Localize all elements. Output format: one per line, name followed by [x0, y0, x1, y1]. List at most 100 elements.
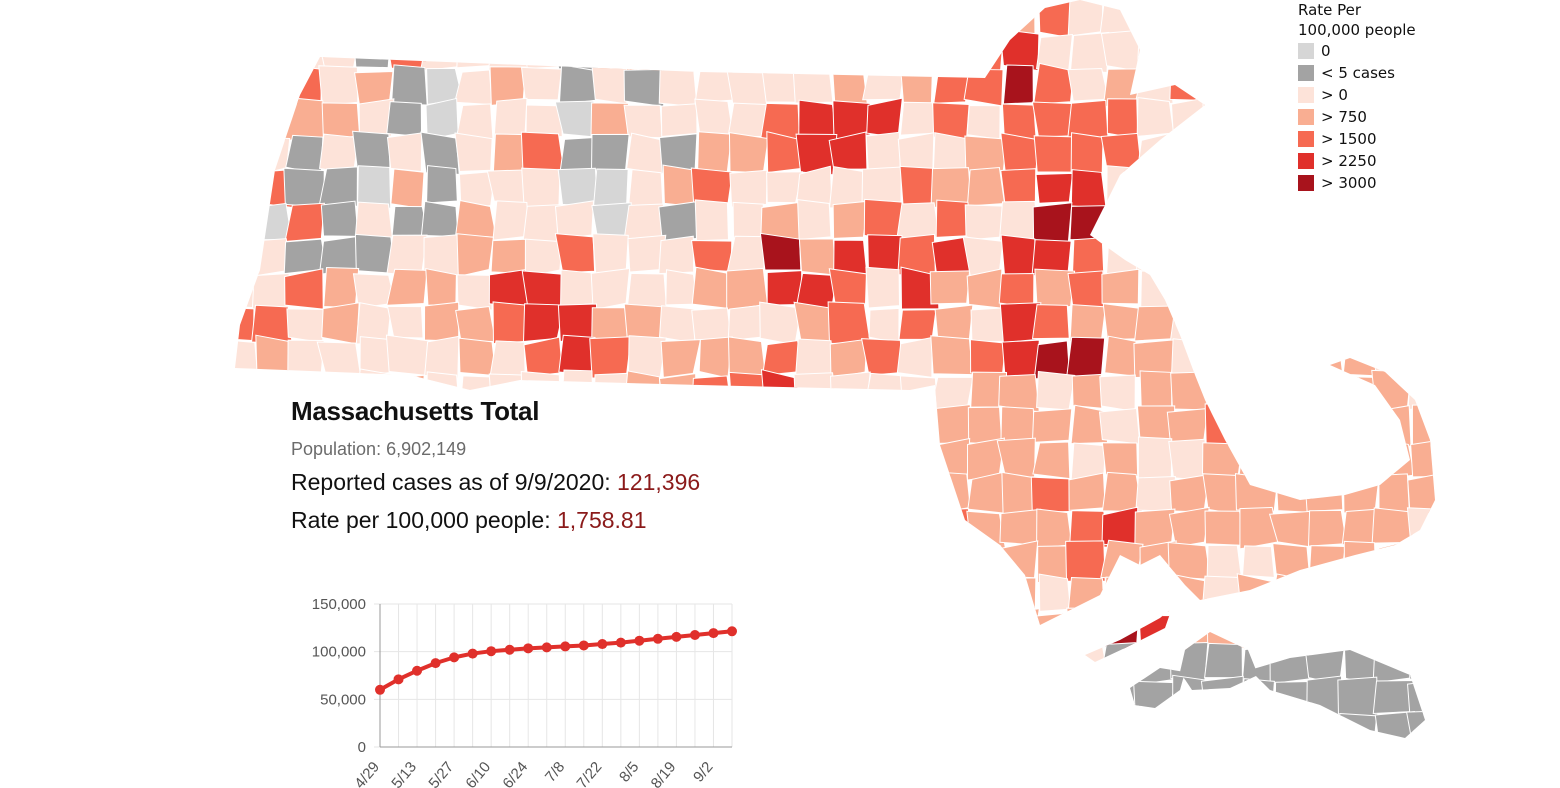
town-region[interactable] — [1341, 409, 1381, 448]
town-region[interactable] — [863, 31, 902, 71]
town-region[interactable] — [998, 374, 1040, 413]
town-region[interactable] — [1345, 203, 1381, 241]
town-region[interactable] — [1167, 233, 1211, 275]
town-region[interactable] — [792, 67, 834, 104]
town-region[interactable] — [1068, 472, 1106, 511]
town-region[interactable] — [967, 406, 1003, 445]
town-region[interactable] — [388, 0, 427, 34]
town-region[interactable] — [936, 29, 974, 73]
town-region[interactable] — [358, 98, 395, 137]
town-region[interactable] — [458, 170, 496, 210]
town-region[interactable] — [1065, 336, 1106, 379]
town-region[interactable] — [1303, 202, 1345, 240]
town-region[interactable] — [660, 103, 698, 138]
town-region[interactable] — [386, 132, 423, 173]
town-region[interactable] — [455, 103, 494, 142]
town-region[interactable] — [1135, 745, 1173, 786]
town-region[interactable] — [1306, 675, 1343, 719]
town-region[interactable] — [1137, 132, 1177, 173]
town-region[interactable] — [489, 340, 526, 379]
town-region[interactable] — [861, 437, 905, 478]
town-region[interactable] — [251, 748, 292, 785]
town-region[interactable] — [1000, 168, 1037, 205]
town-region[interactable] — [456, 274, 493, 311]
town-region[interactable] — [828, 677, 871, 718]
town-region[interactable] — [252, 100, 293, 141]
town-region[interactable] — [1443, 369, 1482, 408]
town-region[interactable] — [1104, 335, 1137, 377]
town-region[interactable] — [832, 200, 869, 239]
town-region[interactable] — [423, 301, 460, 342]
town-region[interactable] — [1169, 66, 1211, 101]
town-region[interactable] — [1236, 31, 1274, 71]
town-region[interactable] — [220, 370, 259, 409]
town-region[interactable] — [284, 202, 325, 243]
town-region[interactable] — [458, 337, 497, 377]
town-region[interactable] — [1202, 100, 1246, 142]
town-region[interactable] — [1443, 610, 1478, 648]
town-region[interactable] — [862, 543, 903, 584]
town-region[interactable] — [386, 268, 428, 306]
town-region[interactable] — [318, 65, 359, 107]
town-region[interactable] — [1002, 709, 1035, 751]
town-region[interactable] — [419, 34, 462, 72]
town-region[interactable] — [761, 678, 801, 714]
town-region[interactable] — [1033, 62, 1075, 105]
town-region[interactable] — [729, 473, 768, 512]
town-region[interactable] — [899, 101, 937, 136]
town-region[interactable] — [1405, 710, 1446, 751]
town-region[interactable] — [999, 302, 1042, 344]
town-region[interactable] — [1202, 63, 1245, 107]
town-region[interactable] — [385, 34, 428, 70]
town-region[interactable] — [1304, 717, 1345, 749]
town-region[interactable] — [933, 404, 971, 444]
town-region[interactable] — [1268, 510, 1311, 548]
town-region[interactable] — [934, 640, 973, 680]
town-region[interactable] — [831, 512, 870, 546]
town-region[interactable] — [798, 99, 838, 140]
town-region[interactable] — [356, 165, 392, 209]
town-region[interactable] — [798, 745, 837, 785]
town-region[interactable] — [1406, 507, 1448, 547]
town-region[interactable] — [390, 168, 425, 210]
town-region[interactable] — [457, 0, 498, 35]
town-region[interactable] — [966, 510, 1007, 550]
town-region[interactable] — [220, 200, 259, 243]
town-region[interactable] — [1001, 643, 1042, 683]
town-region[interactable] — [827, 301, 871, 344]
town-region[interactable] — [897, 471, 934, 511]
town-region[interactable] — [453, 542, 495, 579]
town-region[interactable] — [249, 609, 294, 649]
town-region[interactable] — [897, 642, 939, 679]
town-region[interactable] — [1171, 710, 1212, 748]
town-region[interactable] — [1243, 131, 1278, 175]
town-region[interactable] — [1170, 272, 1210, 311]
town-region[interactable] — [694, 199, 729, 242]
town-region[interactable] — [895, 576, 934, 616]
town-region[interactable] — [832, 540, 871, 582]
town-region[interactable] — [318, 166, 358, 208]
town-region[interactable] — [1100, 539, 1144, 581]
town-region[interactable] — [658, 64, 698, 108]
town-region[interactable] — [221, 750, 259, 783]
town-region[interactable] — [896, 405, 939, 448]
town-region[interactable] — [316, 341, 362, 379]
town-region[interactable] — [697, 30, 733, 70]
town-region[interactable] — [829, 576, 868, 613]
town-region[interactable] — [934, 304, 974, 341]
town-region[interactable] — [795, 607, 835, 649]
town-region[interactable] — [1071, 237, 1105, 278]
town-region[interactable] — [1446, 101, 1481, 141]
town-region[interactable] — [1273, 611, 1309, 649]
town-region[interactable] — [353, 540, 395, 579]
town-region[interactable] — [1444, 234, 1479, 274]
town-region[interactable] — [556, 31, 599, 73]
town-region[interactable] — [932, 579, 972, 614]
town-region[interactable] — [928, 676, 971, 719]
town-region[interactable] — [627, 0, 667, 34]
town-region[interactable] — [1032, 612, 1069, 649]
town-region[interactable] — [520, 539, 559, 583]
town-region[interactable] — [1099, 0, 1139, 35]
town-region[interactable] — [898, 309, 937, 340]
town-region[interactable] — [218, 573, 259, 615]
